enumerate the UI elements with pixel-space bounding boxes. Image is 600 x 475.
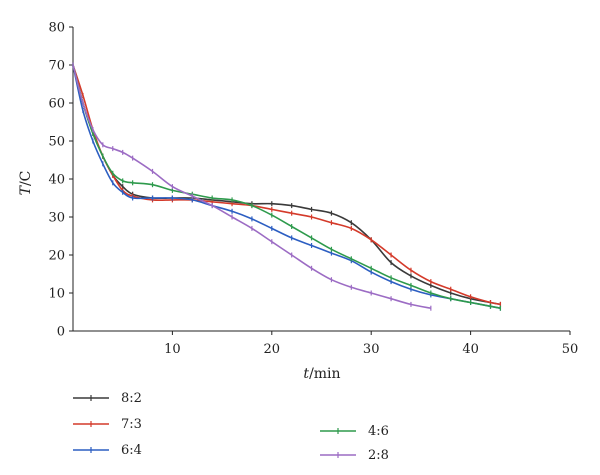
legend-item: 7:3 bbox=[73, 417, 142, 432]
x-tick-label: 50 bbox=[562, 342, 579, 357]
series-line bbox=[72, 64, 501, 309]
series-6-4 bbox=[72, 62, 502, 311]
legend-label: 8:2 bbox=[121, 391, 142, 406]
x-tick-label: 20 bbox=[264, 342, 281, 357]
series-7-3 bbox=[72, 62, 502, 307]
series-8-2 bbox=[72, 62, 502, 307]
series-line bbox=[72, 64, 501, 306]
y-axis-label: T/C bbox=[18, 171, 34, 196]
series-line bbox=[72, 64, 431, 309]
y-tick-label: 20 bbox=[48, 249, 65, 264]
tick-labels: 0 10 20 30 40 50 60 70 80 10 20 30 40 50 bbox=[48, 21, 578, 358]
y-tick-label: 70 bbox=[48, 59, 65, 74]
y-tick-label: 60 bbox=[48, 97, 65, 112]
y-tick-label: 30 bbox=[48, 211, 65, 226]
legend-label: 7:3 bbox=[121, 417, 142, 432]
x-tick-label: 40 bbox=[462, 342, 479, 357]
legend: 8:2 7:3 6:4 4:6 2:8 bbox=[73, 391, 389, 463]
axes bbox=[69, 26, 571, 335]
y-tick-label: 10 bbox=[48, 287, 65, 302]
legend-item: 6:4 bbox=[73, 443, 142, 458]
series-line bbox=[72, 64, 501, 306]
y-tick-label: 50 bbox=[48, 135, 65, 150]
legend-item: 4:6 bbox=[320, 424, 389, 439]
y-tick-label: 80 bbox=[48, 21, 65, 36]
x-tick-label: 10 bbox=[164, 342, 181, 357]
x-tick-label: 30 bbox=[363, 342, 380, 357]
series-4-6 bbox=[72, 62, 502, 311]
legend-item: 2:8 bbox=[320, 448, 389, 463]
x-axis-label: t/min bbox=[303, 366, 340, 382]
legend-label: 4:6 bbox=[368, 424, 389, 439]
series-line bbox=[72, 64, 501, 309]
y-tick-label: 0 bbox=[57, 325, 65, 340]
series-2-8 bbox=[72, 62, 432, 311]
legend-label: 6:4 bbox=[121, 443, 142, 458]
legend-label: 2:8 bbox=[368, 448, 389, 463]
y-tick-label: 40 bbox=[48, 173, 65, 188]
legend-item: 8:2 bbox=[73, 391, 142, 406]
series-layer bbox=[72, 62, 502, 311]
